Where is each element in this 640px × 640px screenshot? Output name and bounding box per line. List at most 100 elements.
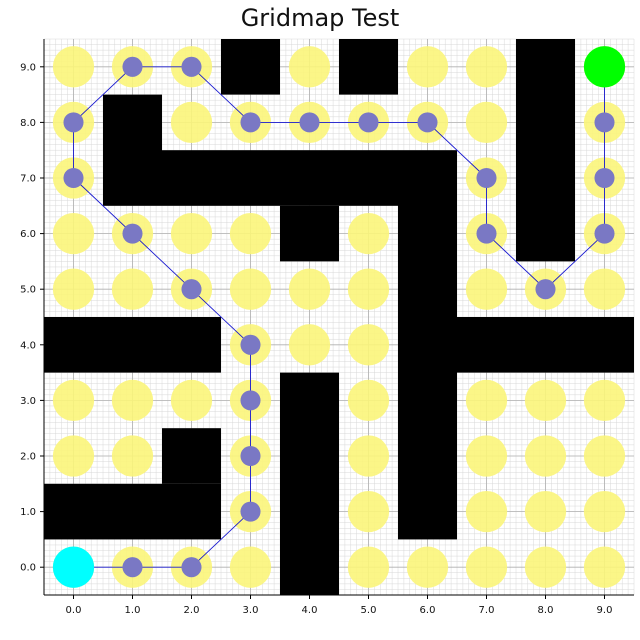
path-point bbox=[240, 445, 261, 467]
free-cell-marker bbox=[347, 546, 390, 588]
path-point bbox=[240, 334, 261, 355]
path-point bbox=[63, 112, 84, 133]
path-point bbox=[299, 112, 320, 133]
free-cell-marker bbox=[465, 379, 508, 422]
obstacle-block bbox=[162, 428, 221, 484]
free-cell-marker bbox=[524, 490, 567, 533]
obstacle-block bbox=[103, 94, 162, 206]
y-tick-label: 4.0 bbox=[20, 340, 36, 351]
obstacle-block bbox=[162, 150, 398, 206]
free-cell-marker bbox=[583, 490, 626, 533]
free-cell-marker bbox=[583, 268, 626, 310]
path-point bbox=[240, 390, 261, 411]
path-point bbox=[63, 167, 84, 189]
y-tick-label: 1.0 bbox=[20, 507, 36, 518]
path-point bbox=[594, 167, 615, 189]
free-cell-marker bbox=[524, 435, 567, 477]
obstacle-block bbox=[398, 150, 457, 540]
x-tick-label: 6.0 bbox=[420, 605, 436, 616]
path-point bbox=[181, 557, 202, 578]
free-cell-marker bbox=[111, 379, 154, 422]
free-cell-marker bbox=[288, 324, 331, 366]
y-tick-label: 8.0 bbox=[20, 118, 36, 129]
free-cell-marker bbox=[465, 268, 508, 310]
x-tick-label: 9.0 bbox=[597, 605, 613, 616]
path-point bbox=[417, 112, 438, 133]
path-point bbox=[181, 56, 202, 77]
free-cell-marker bbox=[583, 379, 626, 422]
free-cell-marker bbox=[465, 490, 508, 533]
path-point bbox=[240, 112, 261, 133]
free-cell-marker bbox=[52, 379, 95, 422]
path-point bbox=[476, 223, 497, 244]
x-tick-label: 2.0 bbox=[184, 605, 200, 616]
path-point bbox=[122, 223, 143, 244]
path-point bbox=[476, 167, 497, 189]
path-point bbox=[535, 279, 556, 300]
free-cell-marker bbox=[229, 212, 272, 255]
free-cell-marker bbox=[465, 435, 508, 477]
free-cell-marker bbox=[583, 546, 626, 588]
obstacle-block bbox=[221, 39, 280, 95]
free-cell-marker bbox=[170, 212, 213, 255]
path-point bbox=[240, 501, 261, 522]
x-tick-label: 5.0 bbox=[361, 605, 377, 616]
y-tick-label: 0.0 bbox=[20, 563, 36, 574]
free-cell-marker bbox=[288, 268, 331, 310]
x-tick-label: 3.0 bbox=[243, 605, 259, 616]
chart-title: Gridmap Test bbox=[240, 4, 400, 32]
path-point bbox=[122, 557, 143, 578]
path-point bbox=[594, 112, 615, 133]
y-tick-label: 6.0 bbox=[20, 229, 36, 240]
obstacle-block bbox=[44, 483, 221, 540]
x-tick-label: 8.0 bbox=[538, 605, 554, 616]
free-cell-marker bbox=[288, 46, 331, 88]
free-cell-marker bbox=[111, 268, 154, 310]
free-cell-marker bbox=[465, 546, 508, 588]
free-cell-marker bbox=[583, 435, 626, 477]
path-point bbox=[594, 223, 615, 244]
x-tick-label: 1.0 bbox=[125, 605, 141, 616]
obstacle-block bbox=[280, 372, 339, 595]
goal-point bbox=[583, 46, 626, 88]
free-cell-marker bbox=[52, 435, 95, 477]
y-tick-label: 7.0 bbox=[20, 174, 36, 185]
free-cell-marker bbox=[347, 268, 390, 310]
obstacle-block bbox=[516, 39, 575, 262]
path-point bbox=[181, 279, 202, 300]
free-cell-marker bbox=[524, 546, 567, 588]
free-cell-marker bbox=[52, 46, 95, 88]
free-cell-marker bbox=[229, 268, 272, 310]
free-cell-marker bbox=[111, 435, 154, 477]
free-cell-marker bbox=[52, 212, 95, 255]
x-tick-label: 4.0 bbox=[302, 605, 318, 616]
x-tick-label: 7.0 bbox=[479, 605, 495, 616]
free-cell-marker bbox=[347, 379, 390, 422]
y-tick-label: 3.0 bbox=[20, 396, 36, 407]
obstacle-block bbox=[44, 317, 221, 373]
path-point bbox=[122, 56, 143, 77]
y-tick-label: 2.0 bbox=[20, 452, 36, 463]
free-cell-marker bbox=[170, 379, 213, 422]
free-cell-marker bbox=[170, 101, 213, 144]
free-cell-marker bbox=[406, 46, 449, 88]
path-point bbox=[358, 112, 379, 133]
free-cell-marker bbox=[465, 101, 508, 144]
free-cell-marker bbox=[465, 46, 508, 88]
obstacle-block bbox=[339, 39, 398, 95]
free-cell-marker bbox=[347, 324, 390, 366]
free-cell-marker bbox=[347, 435, 390, 477]
obstacle-block bbox=[280, 205, 339, 262]
y-tick-label: 9.0 bbox=[20, 62, 36, 73]
free-cell-marker bbox=[347, 490, 390, 533]
y-tick-label: 5.0 bbox=[20, 285, 36, 296]
free-cell-marker bbox=[406, 546, 449, 588]
obstacle-block bbox=[457, 317, 634, 373]
free-cell-marker bbox=[524, 379, 567, 422]
free-cell-marker bbox=[52, 268, 95, 310]
start-point bbox=[52, 546, 95, 588]
free-cell-marker bbox=[347, 212, 390, 255]
free-cell-marker bbox=[229, 546, 272, 588]
x-tick-label: 0.0 bbox=[66, 605, 82, 616]
